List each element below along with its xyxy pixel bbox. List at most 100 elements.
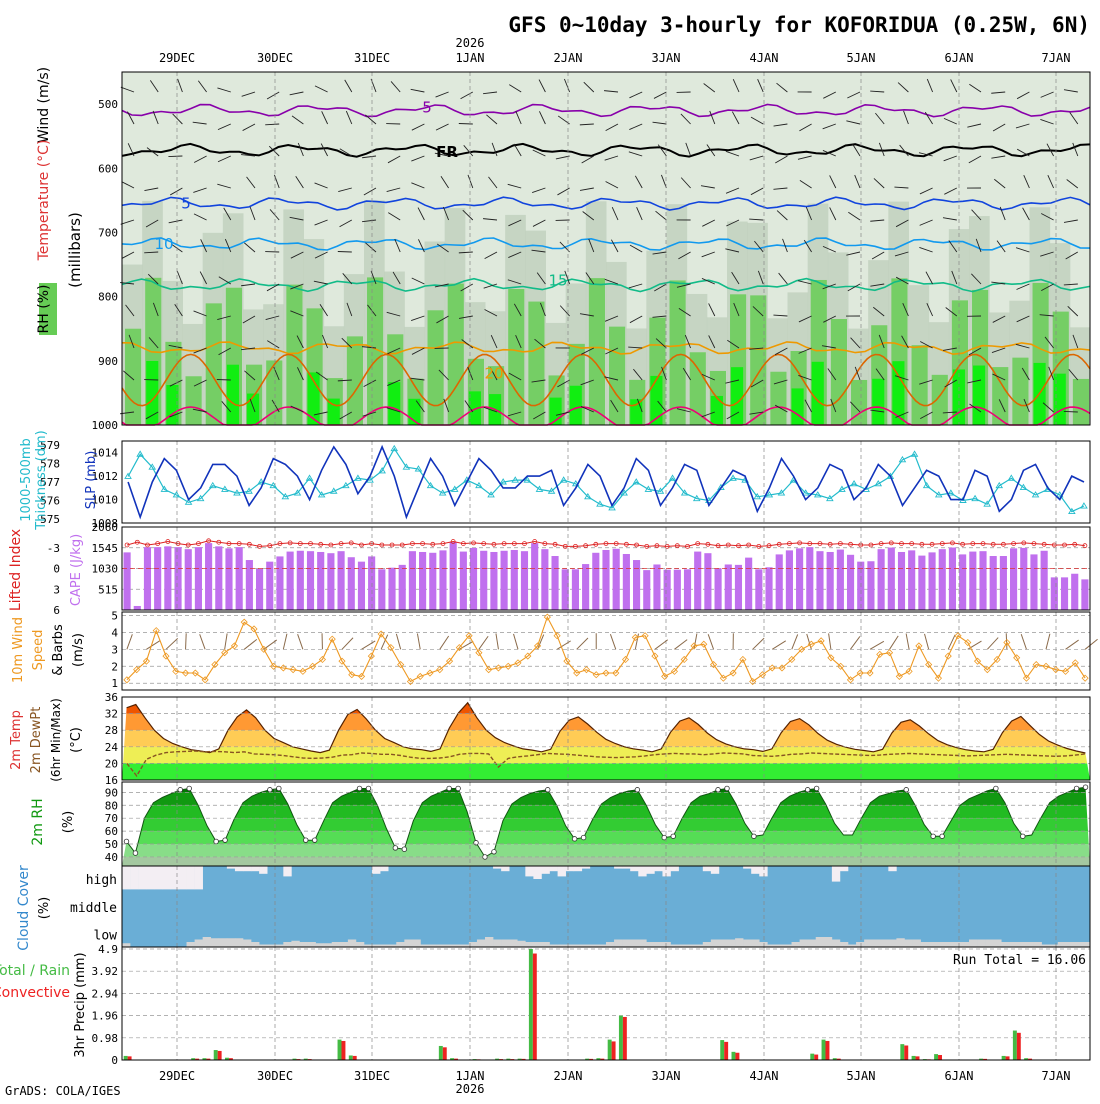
cloud-high-gap	[380, 866, 388, 871]
li-tick-label: 3	[53, 583, 60, 596]
precip-convective-bar	[938, 1055, 942, 1060]
rh-green-cell	[932, 375, 948, 425]
wind10m-axis-label: 10m Wind	[11, 617, 26, 683]
wind-tick-label: 2	[111, 660, 118, 673]
cape-bar	[613, 549, 620, 610]
precip-total-bar	[338, 1040, 342, 1060]
cloud-axis-label: Cloud Cover	[16, 865, 32, 951]
cloud-high-gap	[154, 866, 162, 889]
cloud-low-bar	[348, 940, 356, 948]
cape-bar	[348, 557, 355, 610]
date-label-bottom: 5JAN	[847, 1069, 876, 1083]
rh-bright-cell	[731, 367, 743, 425]
date-label-bottom: 3JAN	[652, 1069, 681, 1083]
cloud-low-bar	[904, 940, 912, 948]
cloud-layer-label: middle	[70, 901, 117, 916]
cape-bar	[796, 548, 803, 610]
cape-bar	[327, 553, 334, 610]
wind10m-axis-label-2: Speed	[31, 630, 46, 671]
temp-band	[122, 763, 1090, 780]
cape-bar	[297, 551, 304, 610]
rh2m-point	[572, 837, 577, 842]
wind-tick-label: 1	[111, 677, 118, 690]
year-label-top: 2026	[456, 36, 485, 50]
rh2m-tick-label: 40	[105, 851, 118, 864]
cloud-high-gap	[146, 866, 154, 889]
cloud-low-bar	[800, 940, 808, 948]
cape-bar	[338, 551, 345, 610]
cape-bar	[1041, 551, 1048, 610]
wind-barb	[217, 379, 231, 380]
cloud-low-bar	[187, 942, 195, 947]
date-label-top: 1JAN	[456, 51, 485, 65]
cape-bar	[409, 551, 416, 610]
rh2m-point	[223, 838, 228, 843]
cape-bar	[144, 547, 151, 610]
precip-tick-label: 1.96	[92, 1010, 119, 1023]
cape-bar	[399, 565, 406, 610]
temp-axis-label: 2m Temp	[9, 710, 24, 770]
rh2m-point	[268, 787, 273, 792]
cape-bar	[480, 551, 487, 610]
cloud-low-bar	[985, 940, 993, 948]
rh2m-point	[133, 851, 138, 856]
cape-bar	[592, 553, 599, 610]
cloud-high-gap	[654, 866, 662, 871]
cloud-low-bar	[1034, 942, 1042, 947]
rh-green-cell	[992, 367, 1008, 425]
rh2m-point	[277, 786, 282, 791]
cloud-low-bar	[929, 942, 937, 947]
cloud-high-gap	[525, 866, 533, 876]
precip-total-bar	[608, 1040, 612, 1060]
slp-axis-label: SLP (mb)	[84, 451, 99, 510]
cloud-high-gap	[888, 866, 896, 871]
cape-bar	[745, 558, 752, 610]
cape-tick-label: 1030	[92, 563, 119, 576]
precip-total-bar	[934, 1054, 938, 1060]
temp-tick-label: 36	[105, 691, 118, 704]
cloud-low-bar	[913, 940, 921, 948]
cloud-high-gap	[235, 866, 243, 871]
rh-green-cell	[770, 372, 786, 425]
cape-bar	[1030, 554, 1037, 610]
precip-convective-bar	[1006, 1056, 1010, 1060]
date-label-top: 3JAN	[652, 51, 681, 65]
rh2m-point	[402, 847, 407, 852]
rh2m-point	[447, 786, 452, 791]
cape-bar	[276, 556, 283, 610]
rh-green-cell	[670, 280, 686, 425]
year-label-bottom: 2026	[456, 1082, 485, 1096]
cape-bar	[939, 549, 946, 610]
cloud-low-bar	[493, 940, 501, 948]
precip-convective-bar	[612, 1041, 616, 1060]
rh2m-point	[581, 835, 586, 840]
precip-convective-bar	[623, 1017, 627, 1060]
rh2m-point	[1083, 785, 1088, 790]
precip-convective-bar	[916, 1056, 920, 1060]
wind-tick-label: 4	[111, 626, 118, 639]
date-label-bottom: 6JAN	[945, 1069, 974, 1083]
cape-bar	[847, 555, 854, 610]
cape-bar	[664, 570, 671, 610]
cloud-high-gap	[662, 866, 670, 876]
precip-total-bar	[810, 1054, 814, 1060]
precip-convective-bar	[341, 1041, 345, 1060]
cloud-high-gap	[283, 866, 291, 876]
cloud-low-bar	[961, 942, 969, 947]
rh-green-cell	[206, 303, 222, 425]
cape-bar	[572, 569, 579, 610]
rh2m-axis-label-2: (%)	[61, 811, 76, 834]
rh-green-cell	[1012, 358, 1028, 425]
cloud-low-bar	[332, 942, 340, 947]
precip-total-bar	[822, 1040, 826, 1060]
rh2m-point	[187, 786, 192, 791]
cape-bar	[837, 550, 844, 610]
cape-bar	[470, 548, 477, 610]
cloud-low-bar	[533, 942, 541, 947]
rh-bright-cell	[892, 361, 904, 425]
cloud-low-bar	[525, 942, 533, 947]
cloud-low-bar	[1066, 942, 1074, 947]
cape-bar	[236, 547, 243, 610]
rh2m-point	[545, 787, 550, 792]
rh2m-point	[124, 839, 129, 844]
